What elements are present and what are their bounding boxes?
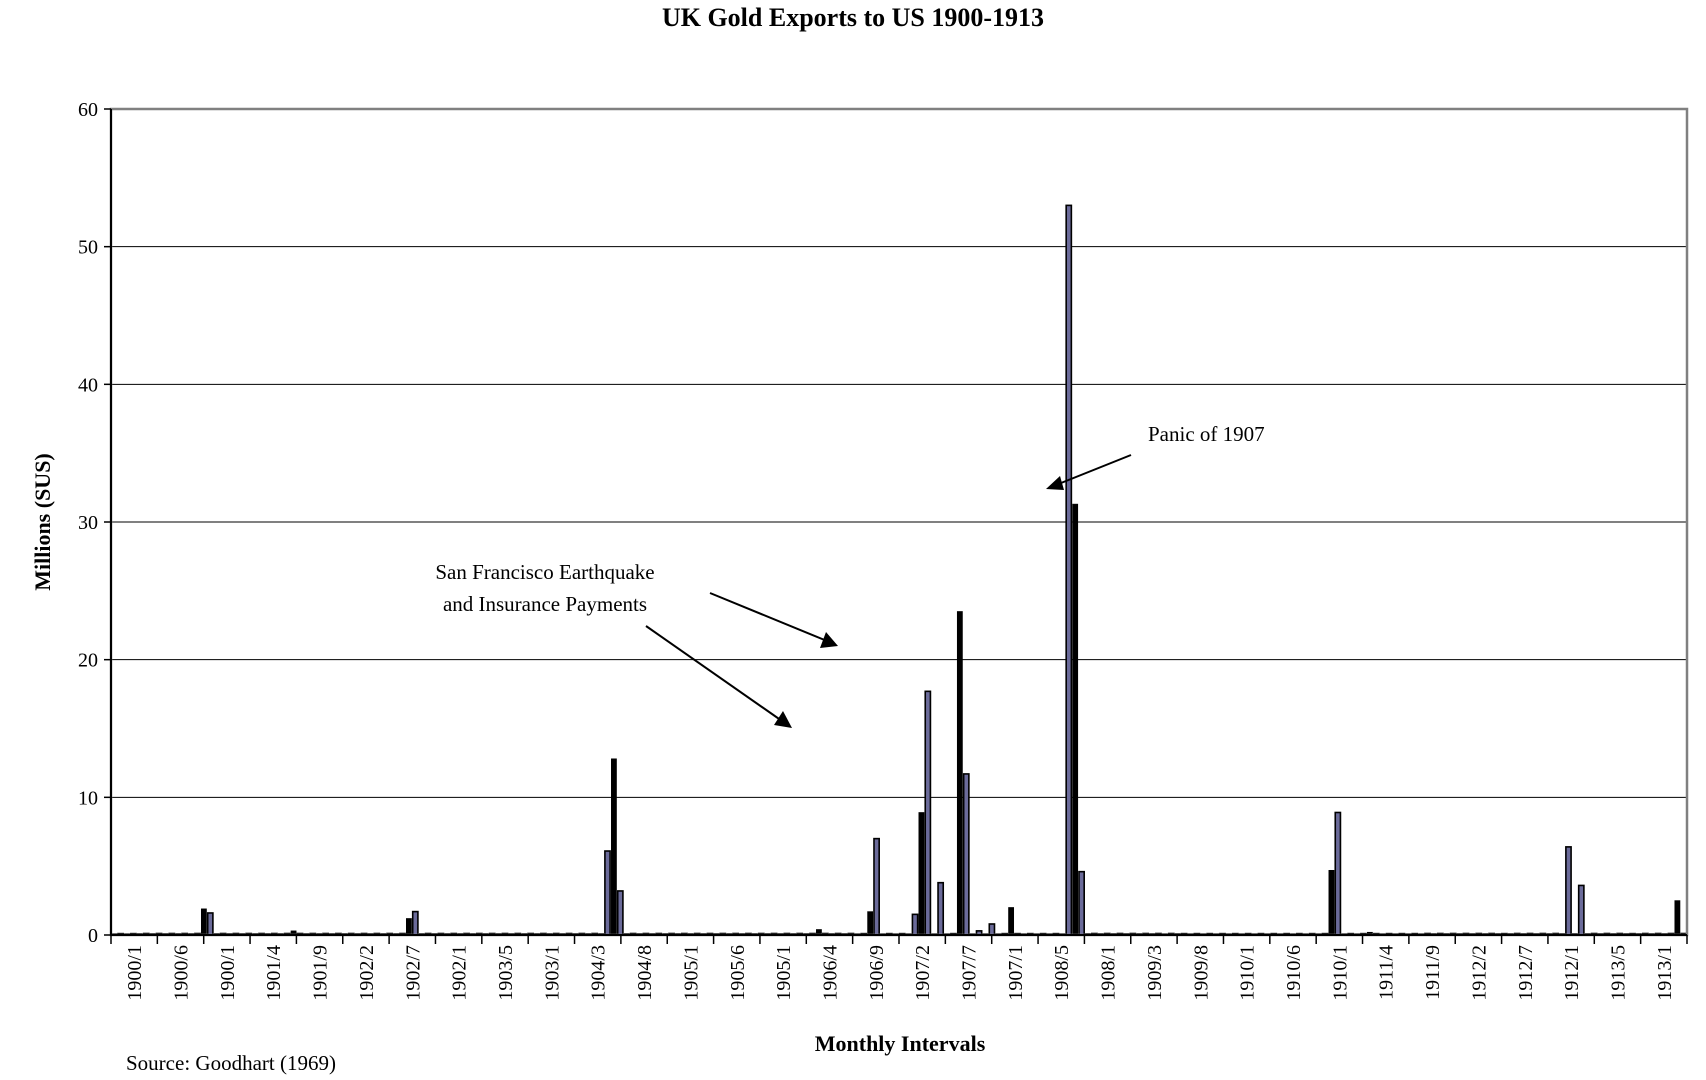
x-tick-label: 1912/7 bbox=[1515, 945, 1537, 1001]
bar bbox=[1577, 884, 1585, 936]
annotation-arrow-sf-1 bbox=[709, 592, 828, 642]
x-tick-label: 1907/2 bbox=[912, 945, 934, 1001]
annotation-arrow-sf-2 bbox=[645, 625, 783, 722]
x-tick-label: 1905/1 bbox=[773, 945, 795, 1001]
y-tick-label: 0 bbox=[88, 925, 98, 947]
bar bbox=[1078, 870, 1085, 936]
x-tick-label: 1902/1 bbox=[449, 945, 471, 1001]
x-tick-label: 1911/4 bbox=[1376, 945, 1398, 1000]
x-tick-label: 1910/6 bbox=[1283, 945, 1305, 1001]
x-tick-label: 1905/1 bbox=[680, 945, 702, 1001]
y-tick-label: 60 bbox=[78, 99, 98, 121]
x-tick-label: 1907/7 bbox=[959, 945, 981, 1001]
x-tick-label: 1909/8 bbox=[1190, 945, 1212, 1001]
bar bbox=[918, 812, 925, 936]
annotation-panic-1907: Panic of 1907 bbox=[1148, 422, 1265, 446]
bar bbox=[988, 923, 996, 936]
bar bbox=[1065, 204, 1073, 936]
y-axis-ticks: 0 10 20 30 40 50 60 bbox=[78, 99, 111, 947]
x-tick-label: 1902/2 bbox=[356, 945, 378, 1001]
bar bbox=[962, 773, 970, 936]
x-tick-label: 1902/7 bbox=[402, 945, 424, 1001]
x-tick-label: 1901/9 bbox=[310, 945, 332, 1001]
bar bbox=[1674, 900, 1681, 936]
bar bbox=[1072, 503, 1079, 936]
x-tick-label: 1912/2 bbox=[1468, 945, 1490, 1001]
bars bbox=[111, 204, 1688, 936]
x-tick-label: 1903/5 bbox=[495, 945, 517, 1001]
bar bbox=[1565, 846, 1572, 936]
annotation-arrow-panic-1907 bbox=[1055, 454, 1132, 486]
x-tick-label: 1910/1 bbox=[1329, 945, 1351, 1001]
y-tick-label: 50 bbox=[78, 237, 98, 259]
x-tick-label: 1911/9 bbox=[1422, 945, 1444, 1000]
y-axis-title: Millions (SUS) bbox=[30, 453, 55, 591]
x-tick-label: 1908/1 bbox=[1098, 945, 1120, 1001]
x-tick-label: 1910/1 bbox=[1237, 945, 1259, 1001]
y-tick-label: 10 bbox=[78, 787, 98, 809]
x-tick-label: 1906/4 bbox=[820, 945, 842, 1001]
x-tick-label: 1913/1 bbox=[1654, 945, 1676, 1001]
bar bbox=[616, 890, 624, 936]
x-axis-ticks: 1900/1 1900/6 1900/1 1901/4 1901/9 1902/2 1902… bbox=[110, 935, 1688, 1001]
x-tick-label: 1903/1 bbox=[541, 945, 563, 1001]
bar bbox=[1008, 907, 1015, 936]
x-tick-label: 1904/8 bbox=[634, 945, 656, 1001]
bar bbox=[604, 850, 611, 936]
x-axis-title: Monthly Intervals bbox=[815, 1031, 986, 1056]
annotation-arrowhead-panic-1907 bbox=[1046, 476, 1064, 490]
bar bbox=[200, 908, 207, 936]
y-tick-label: 30 bbox=[78, 512, 98, 534]
annotation-arrowhead-sf-2 bbox=[774, 711, 792, 728]
chart-title: UK Gold Exports to US 1900-1913 bbox=[662, 3, 1044, 32]
x-tick-label: 1909/3 bbox=[1144, 945, 1166, 1001]
bar bbox=[873, 837, 880, 936]
x-tick-label: 1912/1 bbox=[1561, 945, 1583, 1001]
y-tick-label: 20 bbox=[78, 650, 98, 672]
annotation-sf-earthquake-line1: San Francisco Earthquake bbox=[435, 560, 654, 584]
bar bbox=[611, 758, 617, 936]
x-tick-label: 1901/4 bbox=[263, 945, 285, 1001]
bar bbox=[405, 918, 412, 936]
source-note: Source: Goodhart (1969) bbox=[126, 1051, 336, 1075]
x-tick-label: 1900/6 bbox=[171, 945, 193, 1001]
bar bbox=[867, 911, 874, 936]
x-tick-label: 1905/6 bbox=[727, 945, 749, 1001]
bar bbox=[411, 910, 419, 936]
x-tick-label: 1900/1 bbox=[124, 945, 146, 1001]
x-tick-label: 1908/5 bbox=[1051, 945, 1073, 1001]
bar bbox=[911, 913, 919, 936]
bar bbox=[956, 611, 963, 936]
annotation-arrowhead-sf-1 bbox=[820, 632, 838, 648]
bar bbox=[924, 690, 932, 936]
x-tick-label: 1906/9 bbox=[866, 945, 888, 1001]
x-tick-label: 1907/1 bbox=[1005, 945, 1027, 1001]
bar bbox=[937, 881, 945, 936]
bar bbox=[1334, 811, 1342, 936]
y-tick-label: 40 bbox=[78, 374, 98, 396]
x-tick-label: 1900/1 bbox=[217, 945, 239, 1001]
gridlines bbox=[111, 246, 1687, 798]
bar bbox=[1328, 869, 1335, 936]
bar bbox=[206, 912, 214, 936]
annotation-sf-earthquake-line2: and Insurance Payments bbox=[443, 592, 647, 616]
x-tick-label: 1913/5 bbox=[1608, 945, 1630, 1001]
x-tick-label: 1904/3 bbox=[588, 945, 610, 1001]
